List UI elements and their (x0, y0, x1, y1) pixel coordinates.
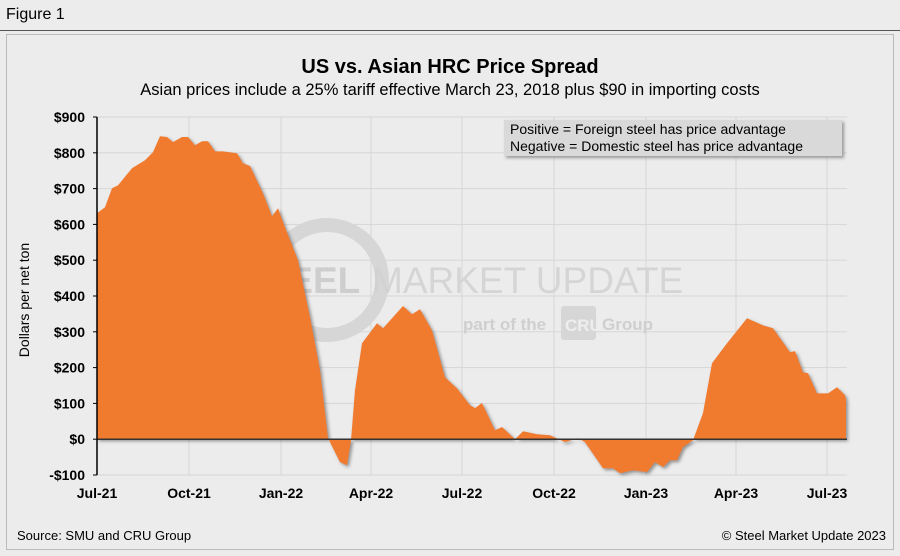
chart-title: US vs. Asian HRC Price Spread (301, 56, 599, 78)
figure-label: Figure 1 (6, 6, 65, 23)
x-tick-label: Apr-22 (349, 485, 394, 501)
y-tick-label: -$100 (49, 467, 85, 483)
x-tick-label: Jan-22 (259, 485, 304, 501)
legend: Positive = Foreign steel has price advan… (504, 120, 842, 156)
watermark-cru: CRU (565, 316, 602, 335)
x-tick-label: Jan-23 (624, 485, 669, 501)
y-tick-label: $500 (54, 252, 85, 268)
divider (0, 30, 900, 31)
watermark-market-update: MARKET UPDATE (372, 260, 683, 301)
x-tick-label: Oct-21 (167, 485, 211, 501)
x-tick-label: Jul-21 (77, 485, 118, 501)
legend-positive: Positive = Foreign steel has price advan… (510, 121, 786, 137)
copyright: © Steel Market Update 2023 (721, 528, 886, 543)
y-tick-label: $900 (54, 109, 85, 125)
y-tick-label: $200 (54, 360, 85, 376)
y-tick-label: $700 (54, 181, 85, 197)
source-note: Source: SMU and CRU Group (17, 528, 192, 543)
y-tick-label: $0 (69, 431, 85, 447)
x-tick-label: Jul-22 (442, 485, 483, 501)
legend-negative: Negative = Domestic steel has price adva… (510, 138, 803, 154)
y-tick-label: $100 (54, 395, 85, 411)
x-tick-label: Apr-23 (714, 485, 759, 501)
y-tick-label: $400 (54, 288, 85, 304)
chart-frame (6, 34, 894, 550)
x-tick-label: Oct-22 (532, 485, 576, 501)
x-tick-label: Jul-23 (807, 485, 848, 501)
cru-logo (561, 306, 596, 340)
spread-area (97, 136, 846, 474)
y-tick-label: $800 (54, 145, 85, 161)
chart-subtitle: Asian prices include a 25% tariff effect… (140, 81, 760, 99)
watermark-part-of: part of the (463, 315, 546, 334)
y-tick-label: $600 (54, 216, 85, 232)
y-tick-label: $300 (54, 324, 85, 340)
watermark-group: Group (602, 315, 653, 334)
